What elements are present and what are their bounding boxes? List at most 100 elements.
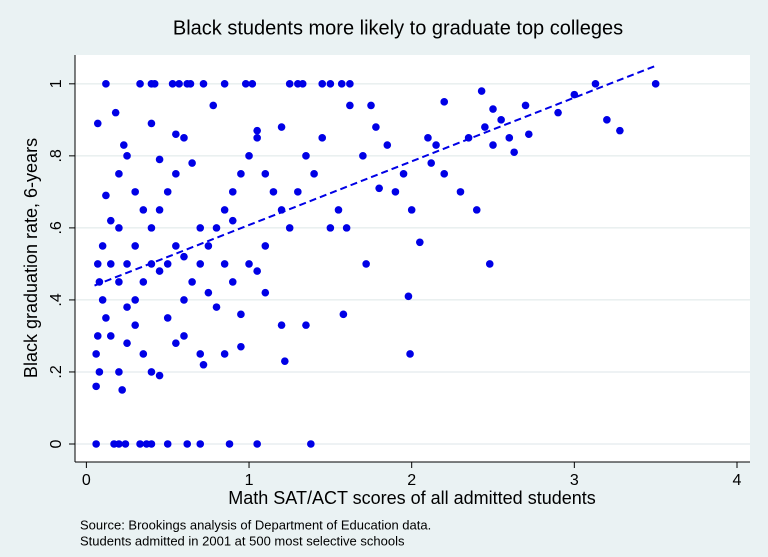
scatter-point <box>150 80 159 88</box>
scatter-point <box>123 152 131 160</box>
scatter-point <box>237 310 245 319</box>
scatter-point <box>106 216 115 225</box>
scatter-point <box>92 440 100 448</box>
scatter-point <box>209 101 218 110</box>
y-tick-label: .6 <box>48 221 65 234</box>
scatter-point <box>485 260 494 268</box>
scatter-point <box>489 105 497 113</box>
scatter-point <box>186 80 195 88</box>
scatter-point <box>93 119 102 128</box>
scatter-point <box>383 141 392 149</box>
scatter-point <box>524 130 533 139</box>
scatter-point <box>212 303 221 311</box>
scatter-point <box>204 288 213 297</box>
scatter-point <box>115 224 123 232</box>
x-tick-label: 3 <box>570 472 579 489</box>
scatter-point <box>121 440 130 448</box>
scatter-point <box>188 278 196 286</box>
scatter-point <box>367 101 375 110</box>
scatter-point <box>294 188 302 196</box>
scatter-point <box>432 141 440 149</box>
scatter-point <box>155 206 164 214</box>
scatter-point <box>93 260 102 268</box>
scatter-point <box>115 440 123 448</box>
scatter-point <box>651 80 660 88</box>
scatter-point <box>147 368 156 376</box>
scatter-point <box>346 80 354 88</box>
scatter-point <box>168 80 177 88</box>
scatter-point <box>318 80 327 88</box>
chart-title: Black students more likely to graduate t… <box>173 17 623 39</box>
x-tick-label: 1 <box>245 472 254 489</box>
scatter-point <box>399 170 408 178</box>
scatter-point <box>307 440 315 448</box>
scatter-point <box>481 123 489 131</box>
scatter-point <box>199 360 208 369</box>
scatter-point <box>298 80 307 88</box>
scatter-point <box>188 159 196 167</box>
scatter-point <box>302 152 310 160</box>
scatter-point <box>285 224 294 232</box>
scatter-point <box>225 440 234 448</box>
scatter-point <box>155 371 164 380</box>
scatter-point <box>616 126 624 135</box>
scatter-point <box>163 440 172 448</box>
scatter-point <box>131 321 139 329</box>
scatter-point <box>155 267 164 275</box>
scatter-point <box>123 339 131 347</box>
scatter-point <box>505 134 514 142</box>
scatter-point <box>139 206 148 214</box>
scatter-point <box>427 159 436 167</box>
scatter-point <box>147 440 156 448</box>
scatter-point <box>237 170 245 178</box>
scatter-point <box>131 188 139 196</box>
scatter-point <box>155 155 164 164</box>
scatter-point <box>554 108 562 117</box>
scatter-point <box>115 278 123 286</box>
scatter-point <box>261 170 270 178</box>
scatter-point <box>147 224 156 232</box>
scatter-point <box>93 332 102 340</box>
scatter-point <box>285 80 294 88</box>
scatter-point <box>228 278 237 286</box>
scatter-point <box>136 80 144 88</box>
y-tick-label: .2 <box>48 365 65 378</box>
scatter-point <box>277 321 286 329</box>
scatter-point <box>277 123 286 131</box>
scatter-point <box>228 188 237 196</box>
scatter-point <box>95 368 104 376</box>
scatter-point <box>92 382 100 391</box>
scatter-point <box>180 296 188 304</box>
scatter-point <box>404 292 413 301</box>
scatter-point <box>372 123 380 131</box>
scatter-point <box>212 224 221 232</box>
y-axis-label: Black graduation rate, 6-years <box>21 138 41 378</box>
scatter-point <box>318 134 327 142</box>
x-tick-label: 2 <box>407 472 416 489</box>
scatter-point <box>163 314 172 322</box>
scatter-point <box>228 216 237 225</box>
scatter-point <box>220 80 229 88</box>
scatter-point <box>163 188 172 196</box>
scatter-point <box>281 357 289 365</box>
scatter-point <box>261 242 270 250</box>
scatter-point <box>118 386 126 394</box>
scatter-point <box>241 80 250 88</box>
scatter-point <box>424 134 432 142</box>
scatter-point <box>98 296 107 304</box>
y-tick-label: 1 <box>48 79 65 88</box>
scatter-point <box>180 252 188 261</box>
scatter-point <box>172 242 180 250</box>
scatter-point <box>139 350 148 358</box>
scatter-point <box>407 206 416 214</box>
scatter-point <box>139 278 148 286</box>
scatter-point <box>102 191 110 200</box>
scatter-point <box>172 170 180 178</box>
scatter-point <box>326 80 335 88</box>
scatter-point <box>346 101 354 110</box>
source-note: Source: Brookings analysis of Department… <box>80 517 431 532</box>
scatter-point <box>253 126 261 135</box>
scatter-point <box>248 80 257 88</box>
